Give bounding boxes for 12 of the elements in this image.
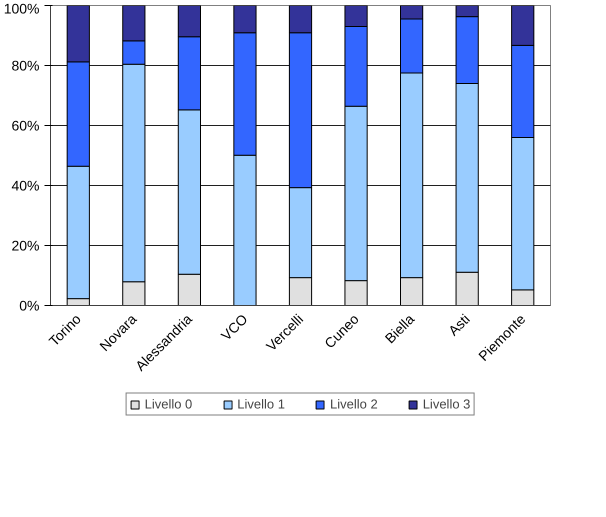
legend-label: Livello 2 bbox=[330, 396, 378, 412]
y-tick-label: 80% bbox=[11, 58, 40, 74]
y-tick-label: 100% bbox=[4, 0, 40, 16]
legend-label: Livello 3 bbox=[422, 396, 470, 412]
y-tick-label: 0% bbox=[19, 298, 40, 314]
y-tick-label: 60% bbox=[11, 118, 40, 134]
y-tick-label: 40% bbox=[11, 178, 40, 194]
x-tick-label: VCO bbox=[218, 310, 251, 344]
y-tick-label: 20% bbox=[11, 238, 40, 254]
legend-label: Livello 0 bbox=[144, 396, 192, 412]
x-tick-label: Asti bbox=[445, 310, 473, 339]
legend-label: Livello 1 bbox=[237, 396, 285, 412]
